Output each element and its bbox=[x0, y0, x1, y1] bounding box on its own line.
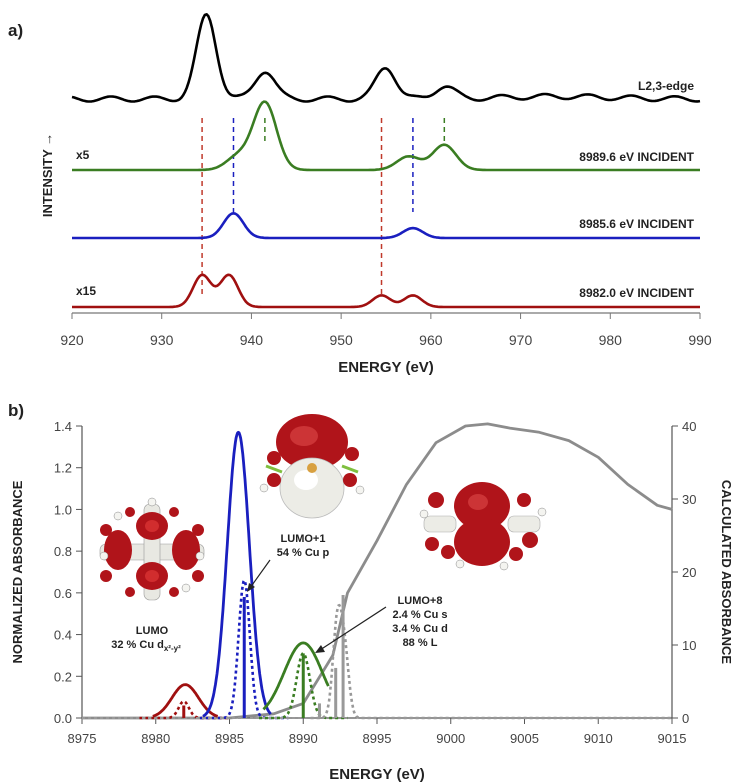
panel-b-y-tick-label: 0.8 bbox=[54, 544, 72, 559]
panel-b-y-tick-label: 1.0 bbox=[54, 502, 72, 517]
panel-b-dotted-curve bbox=[259, 651, 348, 720]
panel-b-x-tick-label: 8985 bbox=[215, 731, 244, 746]
panel-b-x-tick-label: 9015 bbox=[658, 731, 687, 746]
panel-a-series-line bbox=[72, 100, 700, 172]
panel-a: a) INTENSITY → 920 930 940 950 960 970 980 990 … bbox=[8, 13, 712, 376]
lumo-plus-1-orbital-image bbox=[259, 414, 365, 519]
panel-b-curves bbox=[82, 422, 673, 720]
panel-b-y2-tick-label: 40 bbox=[682, 419, 696, 434]
panel-a-x-tick-label: 940 bbox=[240, 332, 264, 348]
panel-a-series-line bbox=[72, 273, 700, 309]
annotation-lumo-plus-1-line-2: 54 % Cu p bbox=[277, 547, 330, 559]
panel-a-series-line bbox=[72, 212, 700, 240]
panel-b-x-tick-label: 9000 bbox=[436, 731, 465, 746]
panel-b-x-tick-label: 8975 bbox=[68, 731, 97, 746]
panel-a-x-ticks: 920 930 940 950 960 970 980 990 bbox=[60, 313, 712, 348]
panel-a-series-label: 8989.6 eV INCIDENT bbox=[579, 150, 694, 164]
panel-b-y2-tick-label: 20 bbox=[682, 565, 696, 580]
panel-b-x-tick-label: 8995 bbox=[363, 731, 392, 746]
panel-a-ylabel: INTENSITY → bbox=[40, 133, 55, 217]
panel-a-series-label: L2,3-edge bbox=[638, 79, 694, 93]
panel-a-label: a) bbox=[8, 21, 23, 40]
annotation-lumo-line-2-main: 32 % Cu d bbox=[111, 639, 164, 651]
panel-a-x-tick-label: 950 bbox=[329, 332, 353, 348]
annotation-lumo-line-2: 32 % Cu dx²-y² bbox=[111, 639, 181, 653]
annotation-lumo-plus-8-line-3: 3.4 % Cu d bbox=[392, 623, 448, 635]
panel-b-xlabel: ENERGY (eV) bbox=[329, 766, 425, 783]
annotation-lumo-plus-8-line-2: 2.4 % Cu s bbox=[392, 609, 447, 621]
panel-a-series-line bbox=[71, 13, 701, 103]
annotation-lumo-plus-8-arrow bbox=[319, 606, 387, 651]
panel-b-solid-curve bbox=[202, 430, 272, 718]
annotation-lumo-plus-1-arrowhead bbox=[247, 583, 255, 592]
panel-b-dotted-curve bbox=[310, 603, 672, 720]
panel-a-dashed-markers bbox=[201, 118, 446, 294]
annotation-lumo-subscript: x²-y² bbox=[164, 644, 181, 653]
panel-b-x-tick-label: 9005 bbox=[510, 731, 539, 746]
annotation-lumo-plus-8-line-4: 88 % L bbox=[403, 637, 438, 649]
panel-b-y-tick-label: 1.2 bbox=[54, 461, 72, 476]
panel-b-y-tick-label: 0.6 bbox=[54, 586, 72, 601]
panel-a-scale-label: x15 bbox=[76, 284, 96, 298]
panel-a-x-tick-label: 930 bbox=[150, 332, 174, 348]
panel-b: b) NORMALIZED ABSORBANCE CALCULATED ABSO… bbox=[8, 401, 734, 783]
panel-a-x-tick-label: 990 bbox=[688, 332, 712, 348]
panel-b-y2label: CALCULATED ABSORBANCE bbox=[719, 480, 734, 664]
annotation-lumo-plus-8-line-1: LUMO+8 bbox=[398, 595, 443, 607]
annotation-lumo-line-1: LUMO bbox=[136, 625, 169, 637]
panel-b-y2-tick-label: 0 bbox=[682, 711, 689, 726]
panel-b-y2-tick-label: 10 bbox=[682, 638, 696, 653]
panel-b-solid-curve bbox=[152, 683, 219, 718]
panel-a-series-label: 8982.0 eV INCIDENT bbox=[579, 286, 694, 300]
annotation-lumo-plus-1-line-1: LUMO+1 bbox=[281, 533, 326, 545]
panel-a-series bbox=[71, 13, 701, 309]
panel-a-series-labels: L2,3-edge 8989.6 eV INCIDENT x5 8985.6 eV I… bbox=[76, 79, 695, 300]
panel-b-y-tick-label: 0.4 bbox=[54, 628, 72, 643]
panel-a-scale-label: x5 bbox=[76, 148, 90, 162]
annotation-lumo-plus-1-arrow bbox=[249, 559, 271, 589]
annotation-lumo: LUMO 32 % Cu dx²-y² bbox=[111, 625, 181, 653]
panel-a-x-tick-label: 970 bbox=[509, 332, 533, 348]
panel-b-y2-tick-label: 30 bbox=[682, 492, 696, 507]
annotation-lumo-plus-8: LUMO+8 2.4 % Cu s 3.4 % Cu d 88 % L bbox=[315, 595, 448, 653]
lumo-plus-8-orbital-image bbox=[419, 482, 547, 571]
panel-b-gray-experimental-curve bbox=[82, 422, 673, 720]
panel-b-label: b) bbox=[8, 401, 24, 420]
panel-a-x-tick-label: 980 bbox=[599, 332, 623, 348]
panel-b-y-tick-label: 0.2 bbox=[54, 669, 72, 684]
panel-a-xlabel: ENERGY (eV) bbox=[338, 359, 434, 376]
panel-b-x-tick-label: 9010 bbox=[584, 731, 613, 746]
panel-a-x-tick-label: 960 bbox=[419, 332, 443, 348]
panel-a-series-label: 8985.6 eV INCIDENT bbox=[579, 217, 694, 231]
panel-b-ylabel: NORMALIZED ABSORBANCE bbox=[10, 480, 25, 663]
panel-b-solid-curve bbox=[262, 641, 330, 711]
panel-b-x-tick-label: 8980 bbox=[141, 731, 170, 746]
panel-b-x-tick-label: 8990 bbox=[289, 731, 318, 746]
panel-b-y-tick-label: 0.0 bbox=[54, 711, 72, 726]
panel-b-y-tick-label: 1.4 bbox=[54, 419, 72, 434]
lumo-orbital-image bbox=[99, 497, 205, 601]
annotation-lumo-plus-1: LUMO+1 54 % Cu p bbox=[247, 533, 330, 592]
annotation-lumo-plus-8-arrowhead bbox=[315, 645, 325, 653]
panel-a-x-tick-label: 920 bbox=[60, 332, 84, 348]
